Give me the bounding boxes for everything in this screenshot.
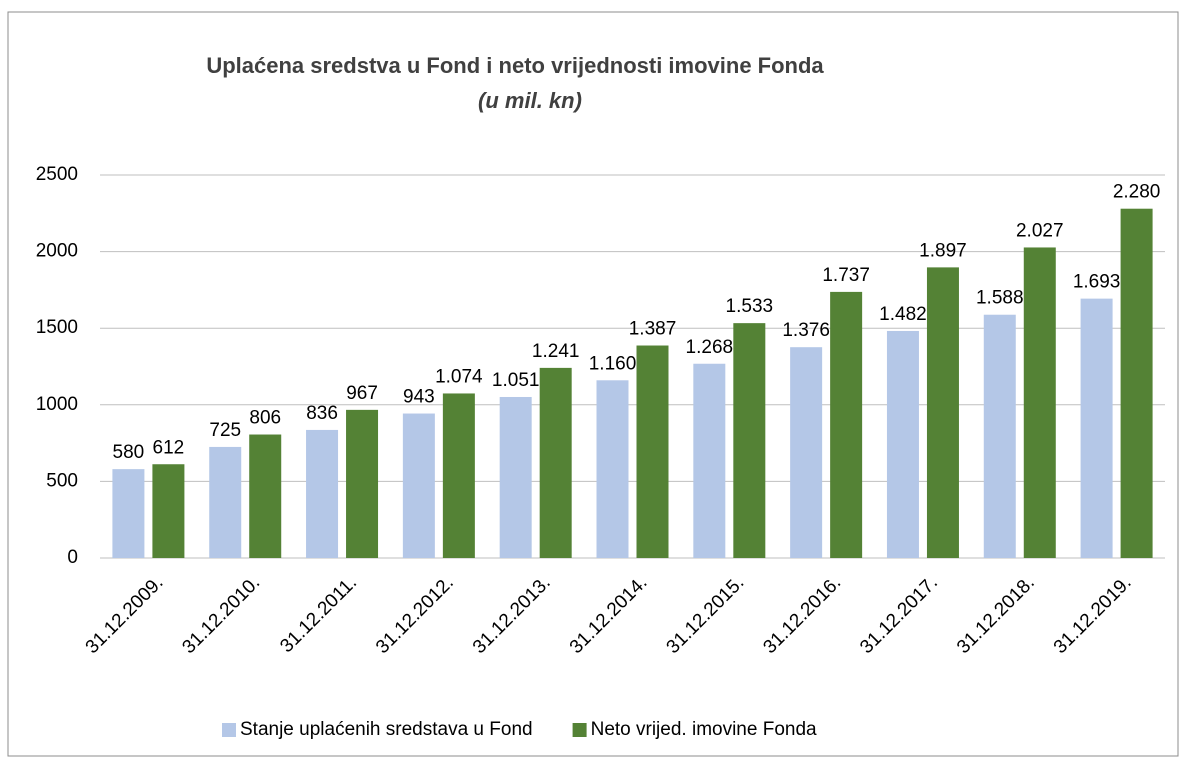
value-label: 1.387 bbox=[629, 319, 677, 340]
value-label: 580 bbox=[113, 442, 145, 463]
bar bbox=[442, 393, 475, 558]
value-label: 1.241 bbox=[532, 341, 580, 362]
value-label: 1.588 bbox=[976, 288, 1024, 309]
value-label: 725 bbox=[209, 420, 241, 441]
bar bbox=[1080, 298, 1113, 558]
bar bbox=[249, 434, 282, 558]
bar bbox=[790, 347, 823, 558]
bar bbox=[596, 380, 629, 558]
value-label: 1.533 bbox=[726, 296, 774, 317]
value-label: 1.482 bbox=[879, 304, 927, 325]
value-label: 1.897 bbox=[919, 240, 967, 261]
value-label: 1.051 bbox=[492, 370, 540, 391]
bar bbox=[733, 323, 766, 558]
value-label: 1.376 bbox=[782, 320, 830, 341]
legend-label: Neto vrijed. imovine Fonda bbox=[591, 719, 817, 740]
bar bbox=[346, 409, 379, 558]
bar bbox=[636, 345, 669, 558]
bar bbox=[306, 429, 339, 558]
value-label: 2.280 bbox=[1113, 182, 1161, 203]
value-label: 806 bbox=[249, 408, 281, 429]
bar bbox=[830, 291, 863, 558]
value-label: 1.074 bbox=[435, 366, 483, 387]
bar bbox=[209, 446, 242, 558]
value-label: 2.027 bbox=[1016, 220, 1064, 241]
chart-title: Uplaćena sredstva u Fond i neto vrijedno… bbox=[206, 53, 824, 78]
chart-border bbox=[7, 11, 1179, 757]
legend-swatch bbox=[572, 723, 587, 737]
y-tick-label: 0 bbox=[67, 547, 78, 568]
y-tick-label: 500 bbox=[46, 470, 78, 491]
bar bbox=[926, 267, 959, 558]
bar bbox=[112, 469, 145, 558]
bar bbox=[402, 413, 435, 558]
bar bbox=[693, 363, 726, 558]
value-label: 836 bbox=[306, 403, 338, 424]
bar bbox=[983, 314, 1016, 558]
legend-label: Stanje uplaćenih sredstava u Fond bbox=[240, 719, 533, 740]
value-label: 1.693 bbox=[1073, 272, 1121, 293]
legend-swatch bbox=[222, 723, 236, 737]
y-tick-label: 2500 bbox=[36, 164, 78, 185]
value-label: 943 bbox=[403, 387, 435, 408]
bar bbox=[152, 464, 185, 558]
bar bbox=[886, 330, 919, 558]
value-label: 967 bbox=[346, 383, 378, 404]
bar bbox=[499, 396, 532, 558]
bar bbox=[1120, 208, 1153, 559]
value-label: 1.268 bbox=[686, 337, 734, 358]
value-label: 1.160 bbox=[589, 353, 637, 374]
chart-subtitle: (u mil. kn) bbox=[478, 88, 582, 113]
value-label: 612 bbox=[153, 437, 185, 458]
y-tick-label: 1000 bbox=[36, 394, 78, 415]
bar bbox=[539, 367, 572, 558]
bar bbox=[1023, 247, 1056, 558]
y-tick-label: 2000 bbox=[36, 241, 78, 262]
value-label: 1.737 bbox=[822, 265, 870, 286]
y-tick-label: 1500 bbox=[36, 317, 78, 338]
